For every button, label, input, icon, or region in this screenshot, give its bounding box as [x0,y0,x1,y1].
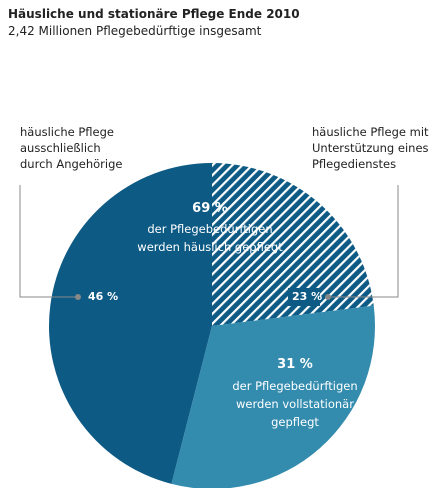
annotation-value: 69 % [192,201,228,216]
slice-category: häusliche Pflege ausschließlich durch An… [20,125,123,171]
label-bg [288,288,320,306]
chart-title: Häusliche und stationäre Pflege Ende 201… [8,7,300,21]
slice-category: der Pflegebedürftigen werden vollstation… [232,379,358,429]
value-label: 23 % [292,290,322,303]
connector [19,185,75,298]
pie-slice [212,163,374,326]
annotation-text: der Pflegebedürftigen werden häuslich ge… [137,222,283,254]
chart-subtitle: 2,42 Millionen Pflegebedürftige insgesam… [8,24,262,38]
pie-slice [171,305,375,488]
connector [328,185,399,298]
callout-dot [75,294,81,300]
callout-dot [325,294,331,300]
pie-slice [49,163,212,484]
value-label: 31 % [277,357,313,372]
value-label: 46 % [88,290,118,303]
slice-category: häusliche Pflege mit Unterstützung eines… [312,125,429,171]
